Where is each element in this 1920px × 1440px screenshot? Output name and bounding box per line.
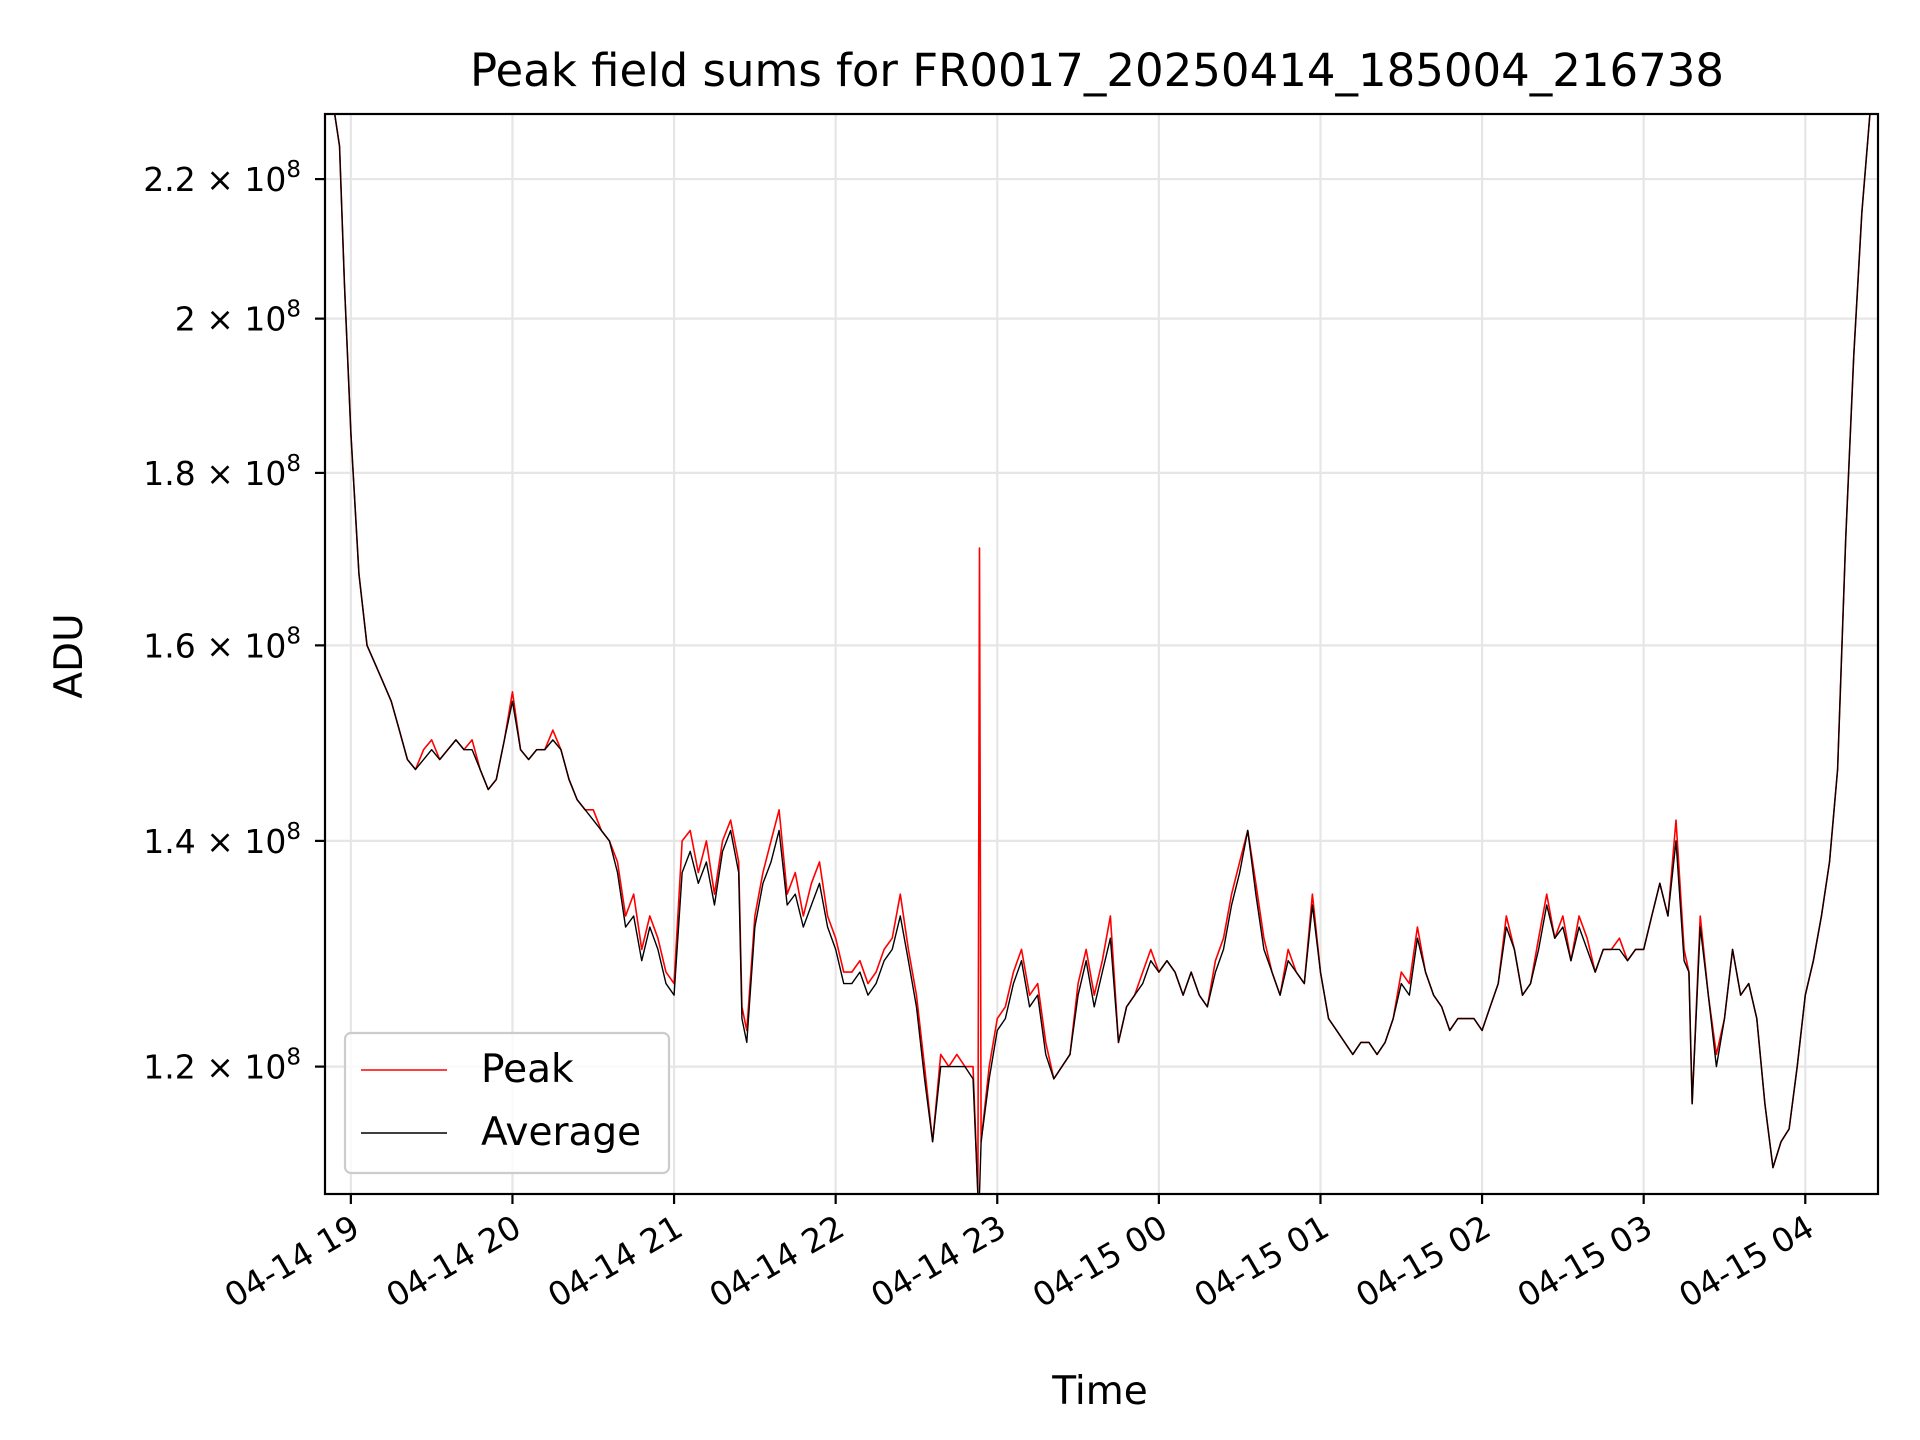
y-tick-mantissa: 2.2	[143, 160, 195, 199]
y-tick-times: × 10	[196, 160, 287, 199]
y-tick-mantissa: 1.2	[143, 1048, 195, 1087]
y-tick-times: × 10	[196, 1048, 287, 1087]
y-tick-exponent: 8	[286, 1045, 301, 1071]
y-tick-mantissa: 1.8	[143, 454, 195, 493]
y-tick-label: 2.2 × 108	[143, 157, 301, 199]
y-tick-mantissa: 2	[175, 300, 196, 339]
y-tick-label: 1.8 × 108	[143, 451, 301, 493]
y-tick-label: 1.6 × 108	[143, 623, 301, 665]
y-tick-mantissa: 1.6	[143, 626, 195, 665]
y-tick-times: × 10	[196, 626, 287, 665]
y-tick-label: 2 × 108	[175, 297, 301, 339]
y-tick-exponent: 8	[286, 157, 301, 183]
y-tick-times: × 10	[196, 822, 287, 861]
y-tick-exponent: 8	[286, 451, 301, 477]
legend-label-average: Average	[481, 1110, 641, 1155]
legend-box	[343, 1031, 671, 1175]
y-tick-times: × 10	[196, 454, 287, 493]
y-axis-label: ADU	[47, 613, 92, 698]
series-lines	[325, 114, 1878, 1194]
legend-label-peak: Peak	[481, 1047, 574, 1092]
legend: Peak Average	[343, 1031, 671, 1175]
chart-title: Peak field sums for FR0017_20250414_1850…	[470, 44, 1724, 97]
y-tick-exponent: 8	[286, 819, 301, 845]
y-tick-times: × 10	[196, 300, 287, 339]
y-tick-label: 1.4 × 108	[143, 819, 301, 861]
series-line-average	[325, 114, 1878, 1194]
x-axis-label: Time	[1051, 1369, 1147, 1414]
y-tick-mantissa: 1.4	[143, 822, 195, 861]
y-tick-exponent: 8	[286, 297, 301, 323]
y-tick-label: 1.2 × 108	[143, 1045, 301, 1087]
grid	[325, 114, 1878, 1194]
plot-frame	[323, 112, 1880, 1196]
y-tick-exponent: 8	[286, 623, 301, 649]
